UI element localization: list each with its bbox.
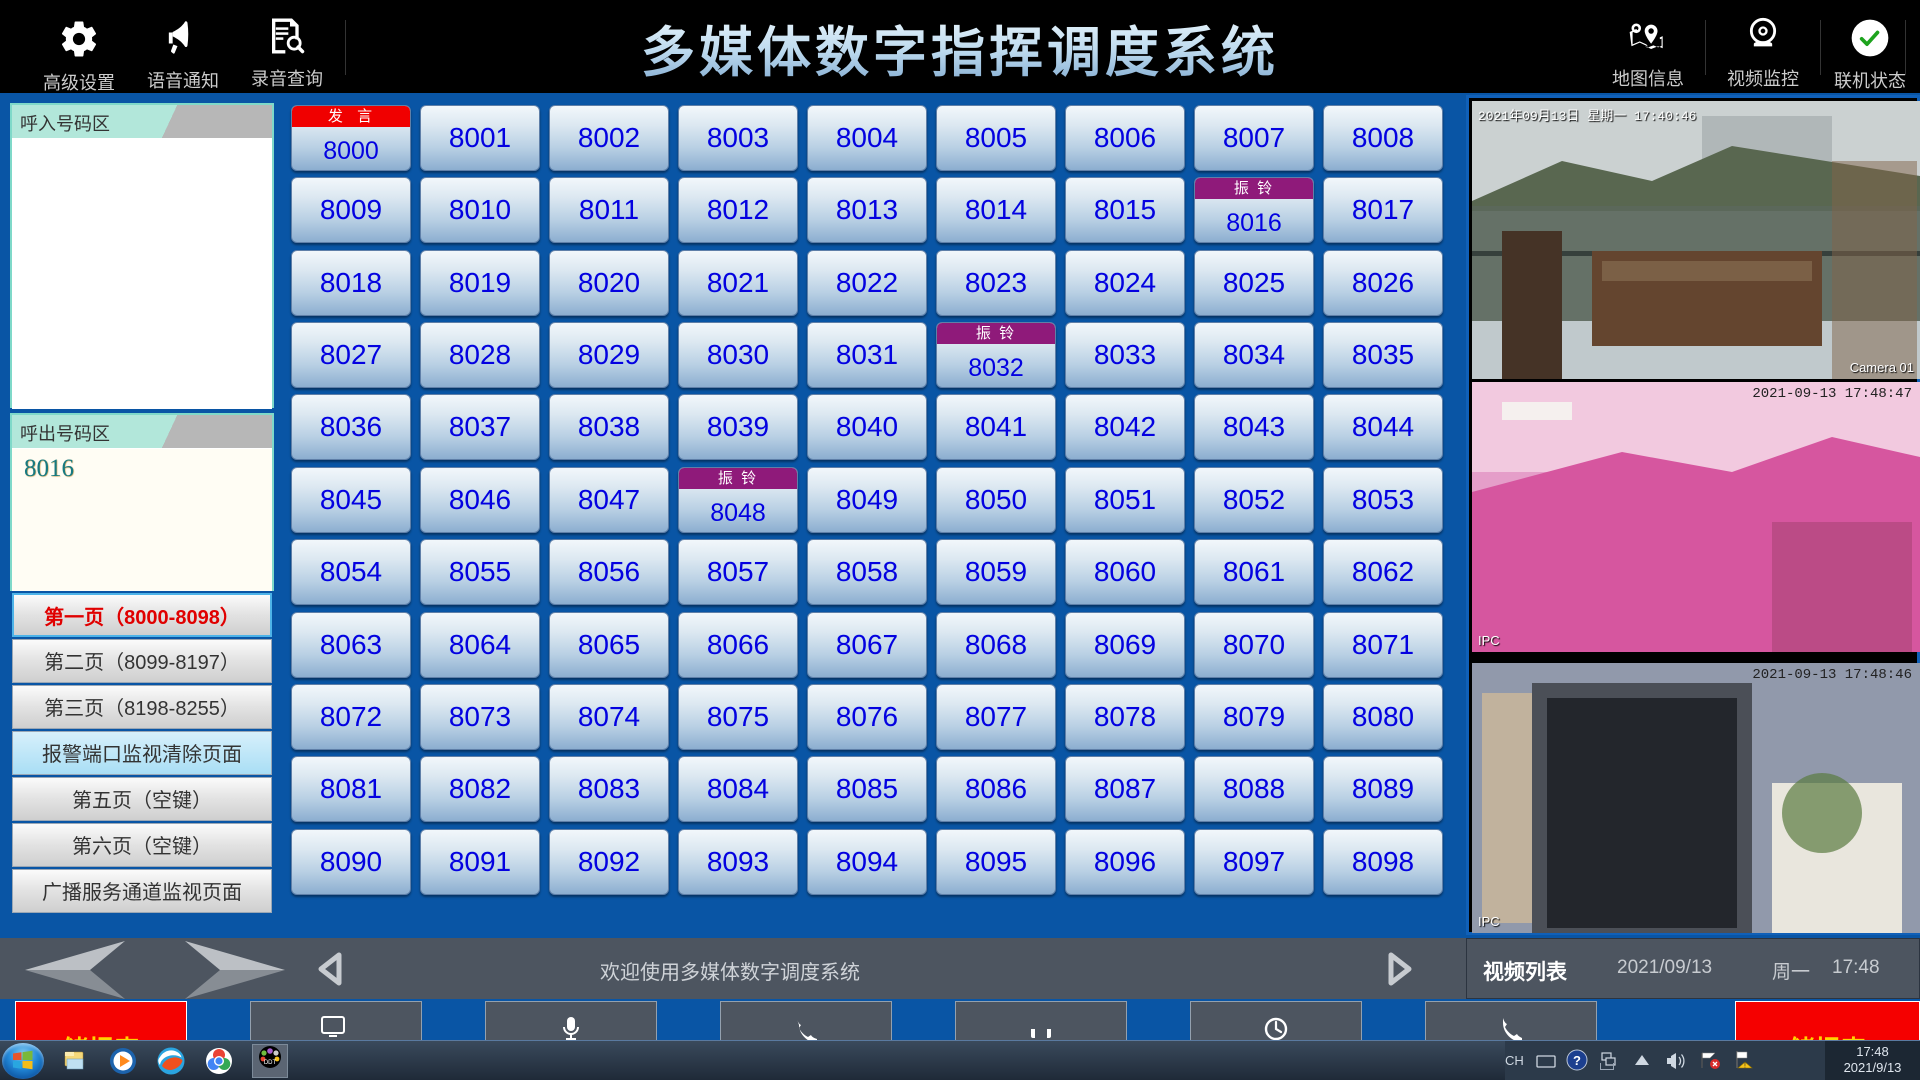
svg-text:!: !: [1744, 1063, 1746, 1070]
svg-text:DDT: DDT: [264, 1060, 277, 1066]
svg-text:?: ?: [1573, 1053, 1581, 1068]
